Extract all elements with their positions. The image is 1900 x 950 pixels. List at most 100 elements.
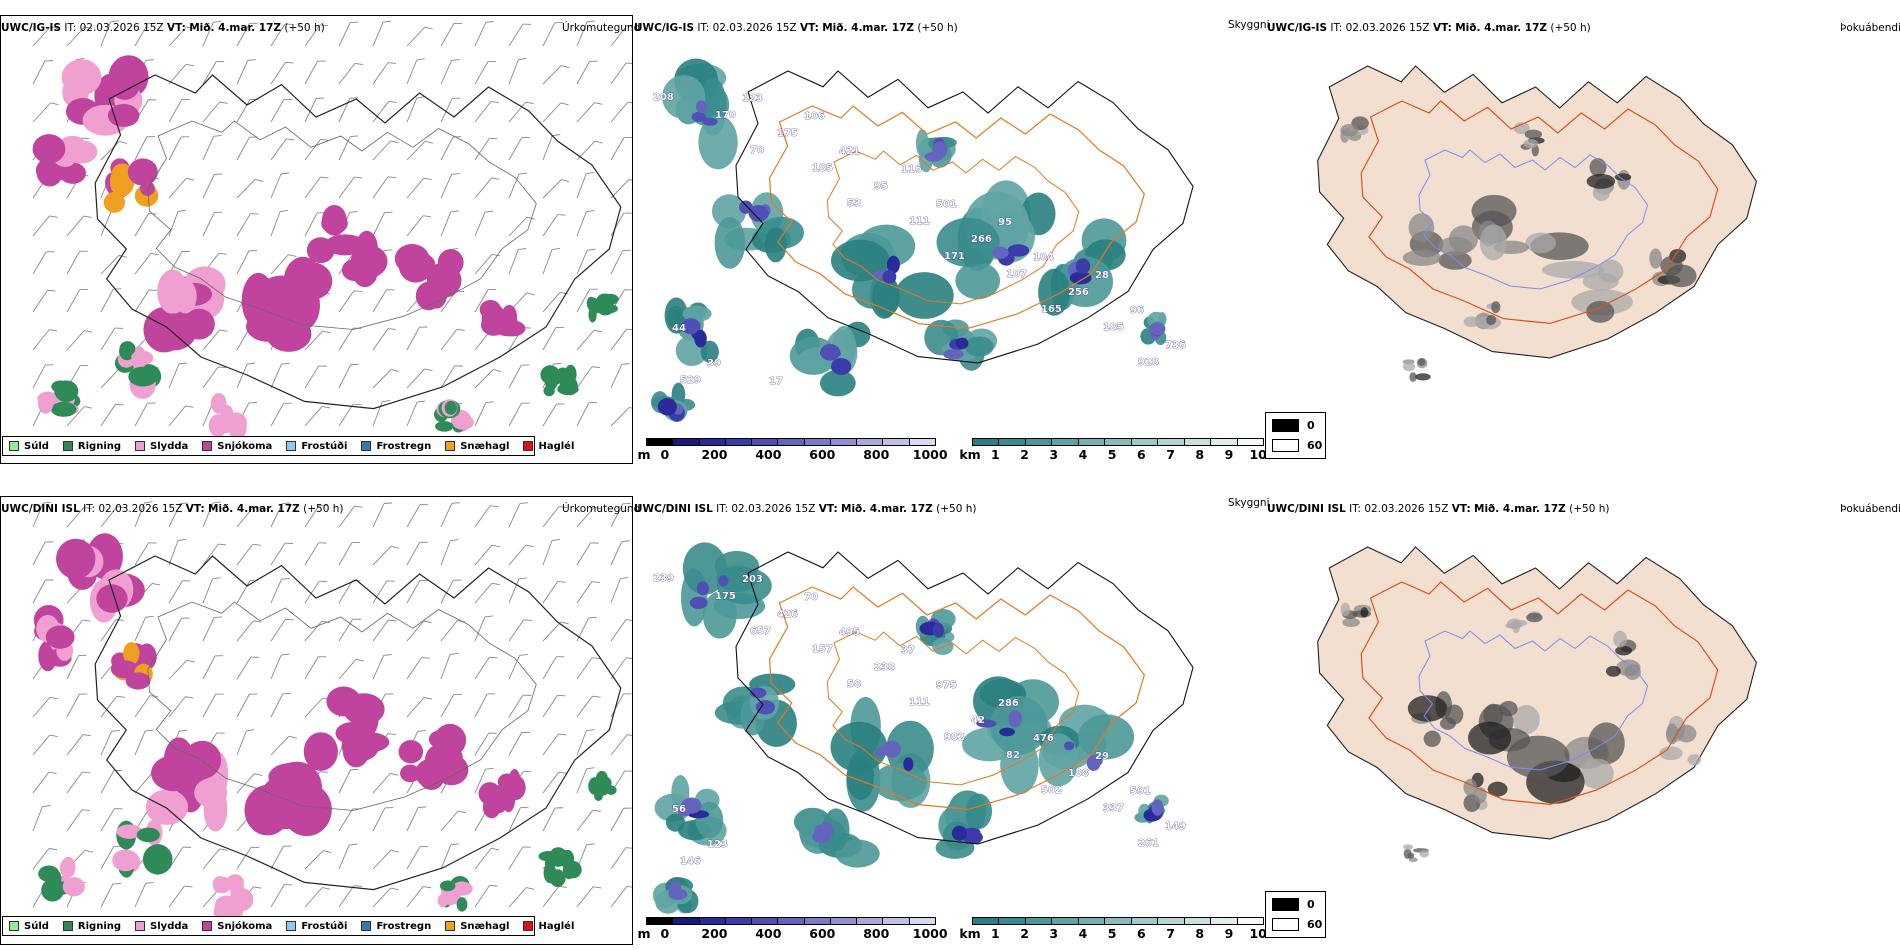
cloud-base-cell	[1063, 741, 1075, 751]
cloud-base-cell	[1008, 710, 1022, 728]
legend-label: Slydda	[150, 920, 189, 932]
it-value: 02.03.2026 15Z	[712, 22, 797, 34]
colorbar-segment	[1158, 918, 1185, 924]
legend-swatch	[135, 921, 146, 931]
legend-swatch	[361, 921, 372, 931]
wind-barb	[270, 254, 297, 275]
precip-cell	[353, 699, 379, 726]
colorbar-segment	[1237, 918, 1263, 924]
fog-legend-label: 0	[1307, 419, 1315, 432]
precip-cell	[183, 740, 222, 779]
cloud-base-label: 501	[936, 199, 957, 210]
colorbar-tick-label: 1	[991, 447, 1000, 462]
road-network	[768, 105, 1145, 330]
fog-cell	[1665, 723, 1679, 745]
colorbar-tick-label: 600	[809, 447, 836, 462]
wind-barb	[440, 136, 462, 161]
precip-cell	[267, 294, 302, 352]
legend-label: Rigning	[77, 920, 122, 932]
wind-barb	[338, 843, 358, 870]
vt-label: VT:	[1432, 22, 1452, 34]
colorbar-tick-label: 2	[1020, 926, 1029, 941]
wind-barb	[32, 579, 54, 604]
wind-barb	[66, 250, 88, 275]
wind-barb	[610, 363, 630, 389]
colorbar-tick-label: 10	[1249, 447, 1267, 462]
precip-type-panel-bottom	[0, 496, 633, 945]
colorbar-segment	[1211, 918, 1238, 924]
wind-barb	[32, 329, 58, 351]
colorbar-tick-label: 400	[755, 926, 782, 941]
wind-barb	[406, 846, 429, 870]
cloud-base-label: 157	[812, 644, 833, 655]
fog-cell	[1423, 730, 1441, 747]
cloud-base-cell	[668, 888, 688, 900]
cloud-base-cell	[1149, 322, 1166, 336]
wind-barb	[440, 23, 463, 47]
wind-barb	[304, 330, 331, 351]
wind-barb	[576, 366, 601, 389]
colorbar-tick-label: 2	[1020, 447, 1029, 462]
fog-panel-bottom	[1265, 511, 1900, 921]
wind-barb	[610, 807, 632, 832]
colorbar-segment	[1211, 439, 1238, 445]
coastline	[94, 74, 622, 410]
legend-item: Frostregn	[361, 441, 431, 452]
wind-barb	[32, 696, 58, 718]
wind-barb	[66, 506, 92, 528]
wind-barb	[508, 619, 532, 642]
wind-barb	[338, 135, 359, 161]
cloud-base-label: 421	[839, 146, 860, 157]
colorbar-segment	[1237, 439, 1263, 445]
cloud-base-labels: 208 70 53 171 165 928 170 185 111 107 185 529 175 95 2…	[653, 92, 1187, 388]
precip-legend-bottom: Súld Rigning Slydda Snjókoma Frostúði Frostre…	[2, 916, 574, 936]
wind-barb	[508, 577, 527, 604]
wind-barb	[508, 248, 527, 275]
cloud-base-label: 123	[742, 93, 763, 104]
fog-areas	[1317, 546, 1757, 863]
colorbar-segment	[857, 439, 884, 445]
precip-type-panel-top	[0, 15, 633, 464]
cloud-base-cell	[657, 398, 677, 416]
wind-barb	[474, 767, 494, 794]
precip-cell	[303, 732, 338, 771]
precip-cell	[451, 881, 473, 896]
fog-header-bottom: UWC/DINI ISL IT: 02.03.2026 15Z VT: Mið.…	[1267, 503, 1609, 516]
wind-barb	[406, 579, 428, 604]
road-network	[147, 601, 537, 811]
wind-barb	[406, 806, 427, 832]
fog-cell	[1524, 129, 1543, 140]
fog-cell	[1588, 722, 1625, 765]
precip-cell	[401, 255, 426, 273]
wind-barb	[32, 26, 59, 47]
wind-barb	[508, 654, 528, 680]
cloud-base-cell	[678, 806, 691, 817]
wind-barb	[372, 368, 400, 389]
wind-barb	[508, 502, 528, 528]
wind-barb	[406, 368, 433, 389]
fog-legend-item: 0	[1272, 419, 1315, 432]
wind-barb	[610, 540, 630, 566]
fog-legend-swatch	[1272, 439, 1299, 452]
colorbar-segment	[909, 439, 935, 445]
cloud-base-panel-bottom: 239 657 58 982 502 261 175 157 111 82 337 146 426 238…	[633, 511, 1233, 921]
wind-barb	[610, 137, 632, 161]
wind-barb	[372, 849, 399, 870]
cloud-base-cell	[831, 358, 852, 375]
cloud-base-cell	[951, 825, 967, 841]
cloud-base-label: 426	[777, 609, 798, 620]
wind-barb	[372, 20, 392, 47]
wind-barb	[474, 101, 500, 123]
legend-label: Frostregn	[376, 920, 432, 932]
it-label: IT:	[716, 503, 729, 515]
precip-cell	[145, 789, 189, 826]
fog-cell	[1613, 630, 1628, 648]
precip-cell	[321, 212, 348, 234]
precip-cell	[123, 642, 140, 665]
wind-barb	[406, 140, 433, 161]
wind-barb	[576, 20, 596, 47]
colorbar-segment	[1105, 918, 1132, 924]
precip-cell	[324, 234, 366, 256]
wind-barb	[134, 252, 159, 275]
fog-legend-item: 60	[1272, 439, 1322, 452]
